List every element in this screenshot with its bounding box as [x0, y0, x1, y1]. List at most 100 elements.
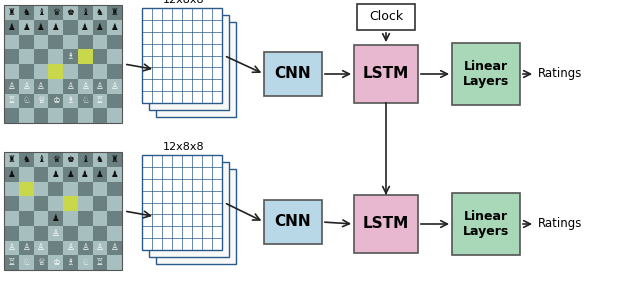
- Bar: [19, 255, 33, 270]
- Text: ♟: ♟: [8, 170, 15, 179]
- Text: ♙: ♙: [37, 243, 45, 252]
- Bar: [108, 79, 122, 93]
- Text: ♜: ♜: [8, 8, 15, 17]
- Bar: [33, 35, 48, 49]
- Bar: [4, 152, 19, 167]
- Text: ♝: ♝: [81, 155, 89, 164]
- Bar: [4, 255, 19, 270]
- Text: LSTM: LSTM: [363, 67, 409, 81]
- Bar: [4, 5, 19, 20]
- Text: ♚: ♚: [67, 8, 74, 17]
- Bar: [77, 211, 93, 226]
- Bar: [4, 167, 19, 181]
- Text: ♘: ♘: [81, 96, 89, 105]
- Bar: [63, 20, 77, 35]
- Text: ♝: ♝: [37, 155, 45, 164]
- Bar: [4, 152, 122, 270]
- Text: ♝: ♝: [37, 8, 45, 17]
- Bar: [108, 5, 122, 20]
- Bar: [93, 79, 108, 93]
- Bar: [108, 49, 122, 64]
- Text: ♙: ♙: [67, 243, 74, 252]
- Text: ♟: ♟: [37, 23, 45, 32]
- Text: LSTM: LSTM: [363, 217, 409, 231]
- Bar: [63, 211, 77, 226]
- Bar: [77, 196, 93, 211]
- Bar: [33, 20, 48, 35]
- Text: ♙: ♙: [22, 82, 30, 91]
- Bar: [4, 5, 122, 123]
- Bar: [77, 49, 93, 64]
- Bar: [156, 169, 236, 264]
- Bar: [108, 35, 122, 49]
- Bar: [93, 255, 108, 270]
- Bar: [452, 193, 520, 255]
- Bar: [4, 226, 19, 241]
- Bar: [48, 255, 63, 270]
- Bar: [93, 5, 108, 20]
- Text: ♛: ♛: [52, 155, 60, 164]
- Text: Ratings: Ratings: [538, 67, 582, 81]
- Bar: [77, 20, 93, 35]
- Text: 12x8x8: 12x8x8: [163, 142, 205, 152]
- Text: ♞: ♞: [96, 8, 104, 17]
- Bar: [77, 181, 93, 196]
- Text: ♖: ♖: [8, 258, 15, 267]
- Bar: [93, 108, 108, 123]
- Bar: [19, 35, 33, 49]
- Bar: [108, 167, 122, 181]
- Text: ♟: ♟: [96, 170, 104, 179]
- Text: ♟: ♟: [81, 170, 89, 179]
- Bar: [4, 241, 19, 255]
- Text: ♟: ♟: [52, 214, 60, 223]
- Bar: [93, 20, 108, 35]
- Bar: [63, 35, 77, 49]
- Bar: [48, 35, 63, 49]
- Text: ♘: ♘: [81, 258, 89, 267]
- Bar: [63, 167, 77, 181]
- Text: ♟: ♟: [52, 170, 60, 179]
- Bar: [33, 93, 48, 108]
- Text: ♔: ♔: [52, 258, 60, 267]
- Text: ♙: ♙: [111, 243, 118, 252]
- Text: ♟: ♟: [111, 23, 118, 32]
- Text: ♖: ♖: [8, 96, 15, 105]
- Bar: [4, 196, 19, 211]
- Bar: [93, 241, 108, 255]
- Bar: [19, 108, 33, 123]
- Text: ♚: ♚: [67, 155, 74, 164]
- Bar: [19, 64, 33, 79]
- Bar: [19, 5, 33, 20]
- Bar: [108, 181, 122, 196]
- Bar: [63, 152, 77, 167]
- Bar: [48, 152, 63, 167]
- Bar: [77, 108, 93, 123]
- Bar: [4, 64, 19, 79]
- Bar: [63, 255, 77, 270]
- Bar: [77, 5, 93, 20]
- Bar: [48, 226, 63, 241]
- Text: ♖: ♖: [96, 96, 104, 105]
- Bar: [63, 196, 77, 211]
- Bar: [48, 167, 63, 181]
- Bar: [33, 241, 48, 255]
- Text: ♙: ♙: [96, 82, 104, 91]
- Text: ♙: ♙: [8, 243, 15, 252]
- Bar: [108, 255, 122, 270]
- Bar: [108, 64, 122, 79]
- Text: ♟: ♟: [111, 170, 118, 179]
- Bar: [33, 49, 48, 64]
- Text: ♙: ♙: [81, 82, 89, 91]
- Bar: [77, 93, 93, 108]
- Text: ♙: ♙: [22, 243, 30, 252]
- Bar: [33, 196, 48, 211]
- Bar: [93, 152, 108, 167]
- Bar: [93, 226, 108, 241]
- Bar: [48, 79, 63, 93]
- Bar: [19, 211, 33, 226]
- Bar: [33, 167, 48, 181]
- Bar: [19, 167, 33, 181]
- Text: ♔: ♔: [52, 96, 60, 105]
- Bar: [77, 152, 93, 167]
- Bar: [452, 43, 520, 105]
